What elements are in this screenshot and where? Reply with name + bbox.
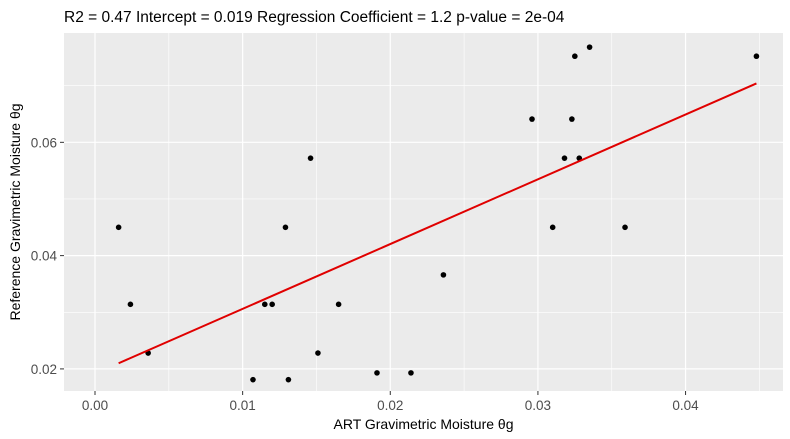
data-point	[408, 370, 414, 376]
y-tick-label: 0.04	[31, 249, 58, 264]
data-point	[335, 301, 342, 308]
data-point	[569, 116, 575, 122]
data-point	[440, 272, 447, 278]
regression-line	[118, 82, 757, 365]
plot-panel	[64, 33, 783, 391]
data-points	[115, 44, 760, 383]
y-tick-label: 0.02	[31, 362, 57, 377]
minor-gridlines	[64, 33, 783, 391]
data-point	[586, 44, 593, 50]
data-point	[127, 301, 134, 308]
data-point	[269, 301, 275, 308]
data-point	[250, 376, 256, 383]
x-tick-label: 0.01	[230, 398, 256, 413]
data-point	[261, 301, 268, 308]
data-point	[374, 370, 380, 376]
data-point	[549, 224, 556, 231]
data-point	[115, 224, 122, 231]
x-tick-label: 0.02	[377, 398, 403, 413]
data-point	[285, 376, 292, 383]
data-point	[307, 155, 314, 161]
data-point	[753, 53, 760, 60]
data-point	[282, 224, 289, 231]
x-tick-label: 0.04	[672, 398, 699, 413]
major-gridlines	[64, 33, 783, 391]
x-tick-label: 0.00	[82, 398, 108, 413]
y-tick-label: 0.06	[31, 135, 57, 150]
x-tick-label: 0.03	[525, 398, 551, 413]
data-point	[529, 116, 535, 122]
x-tick-labels: 0.00 0.01 0.02 0.03 0.04	[82, 398, 699, 413]
data-point	[622, 224, 628, 231]
chart-title: R2 = 0.47 Intercept = 0.019 Regression C…	[64, 9, 565, 26]
y-tick-labels: 0.02 0.04 0.06	[31, 135, 58, 377]
data-point	[561, 155, 568, 161]
axis-ticks	[60, 141, 687, 395]
data-point	[315, 350, 321, 356]
data-point	[572, 53, 578, 60]
x-axis-title: ART Gravimetric Moisture θg	[334, 416, 514, 432]
y-axis-title: Reference Gravimetric Moisture θg	[7, 103, 23, 320]
